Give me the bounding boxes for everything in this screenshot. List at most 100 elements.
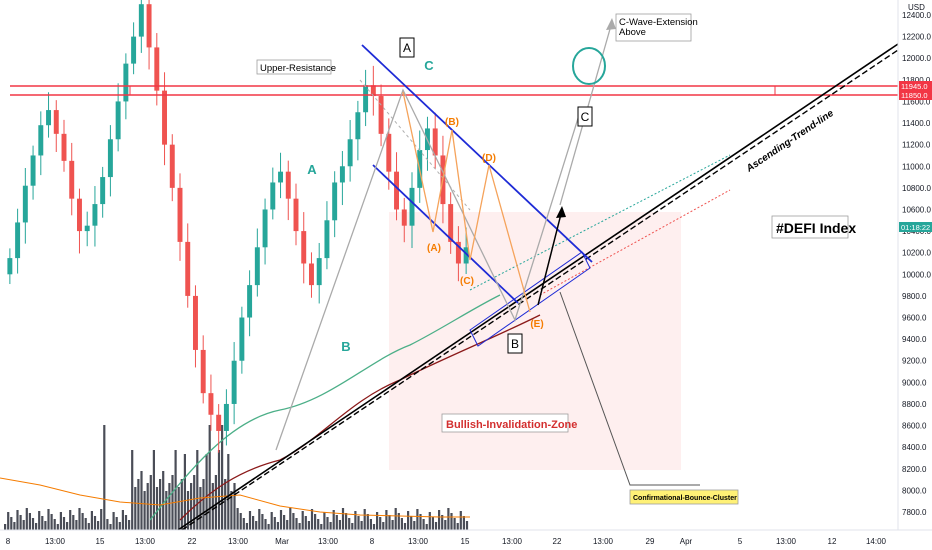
volume-bar <box>413 521 416 530</box>
volume-bar <box>44 521 47 530</box>
price-tick-label: 11600.0 <box>902 97 931 106</box>
volume-bar <box>53 519 56 530</box>
volume-bar <box>363 509 366 530</box>
price-tick-label: 9400.0 <box>902 335 927 344</box>
volume-bar <box>230 491 233 530</box>
time-tick-label: 13:00 <box>408 537 429 546</box>
candle-body <box>432 128 438 156</box>
volume-bar <box>214 475 217 530</box>
candle-body <box>308 263 314 286</box>
candle-body <box>316 258 322 286</box>
volume-bar <box>314 514 317 530</box>
volume-bar <box>41 516 44 530</box>
volume-bar <box>137 479 140 530</box>
wave-C-sub: (C) <box>460 276 474 287</box>
candle-body <box>208 393 214 415</box>
volume-bar <box>264 519 267 530</box>
volume-bar <box>97 521 100 530</box>
time-tick-label: 5 <box>738 537 743 546</box>
candle-body <box>455 241 461 264</box>
bullish-invalidation-box <box>441 413 569 433</box>
volume-bar <box>289 508 292 530</box>
volume-bar <box>93 516 97 530</box>
volume-bar <box>75 520 78 530</box>
volume-bar <box>106 519 109 530</box>
volume-bar <box>295 518 298 530</box>
candle-body <box>76 198 82 232</box>
volume-bar <box>78 508 81 530</box>
candle-body <box>278 171 284 183</box>
volume-bar <box>87 523 90 530</box>
volume-bar <box>165 491 168 530</box>
volume-bar <box>462 516 465 530</box>
volume-bar <box>456 523 459 530</box>
candle-body <box>30 155 36 186</box>
time-tick-label: 15 <box>96 537 105 546</box>
time-tick-label: Mar <box>275 537 289 546</box>
volume-bar <box>13 522 16 530</box>
volume-bar <box>438 510 441 530</box>
candle-body <box>123 63 129 102</box>
volume-bar <box>400 518 403 530</box>
volume-bar <box>19 515 22 530</box>
candlestick-series <box>7 0 469 453</box>
candle-body <box>177 187 183 242</box>
volume-bar <box>357 516 360 530</box>
volume-bar <box>217 450 221 530</box>
volume-bar <box>66 522 69 530</box>
wave-A-boxed: A <box>403 41 411 55</box>
wave-C-boxed-box <box>577 106 593 127</box>
volume-bar <box>155 487 159 530</box>
volume-bar <box>81 513 84 530</box>
candle-body <box>285 171 291 199</box>
volume-bar <box>403 523 407 530</box>
wave-B-boxed: B <box>511 337 519 351</box>
volume-bar <box>25 508 28 530</box>
volume-bar <box>177 487 180 530</box>
volume-bar <box>118 522 121 530</box>
volume-bar <box>227 454 230 530</box>
time-tick-label: 13:00 <box>502 537 523 546</box>
volume-bar <box>10 517 13 530</box>
volume-bar <box>301 511 304 530</box>
candle-body <box>53 110 59 134</box>
wave-projection-gray <box>275 88 581 451</box>
price-tag-bottom-resistance <box>899 90 932 100</box>
volume-bar <box>56 524 59 530</box>
volume-bar <box>292 513 295 530</box>
candle-body <box>38 125 44 156</box>
volume-bar <box>267 524 270 530</box>
c-wave-extension-label: C-Wave-Extension Above <box>619 17 698 38</box>
volume-bar <box>382 522 385 530</box>
volume-bar <box>431 517 434 530</box>
price-tick-label: 8000.0 <box>902 486 927 495</box>
volume-bar <box>59 512 62 530</box>
price-tick-label: 7800.0 <box>902 508 927 517</box>
volume-bar <box>115 517 118 530</box>
volume-bar <box>329 522 332 530</box>
candle-body <box>46 110 52 126</box>
candle-body <box>115 101 121 140</box>
candle-body <box>84 225 90 232</box>
price-tick-label: 12200.0 <box>902 33 931 42</box>
volume-bar <box>450 513 453 530</box>
candle-body <box>324 220 330 259</box>
time-tick-label: 14:00 <box>866 537 887 546</box>
subwave-orange-path <box>402 91 531 313</box>
volume-bar <box>90 511 93 530</box>
time-tick-label: 12 <box>828 537 837 546</box>
candle-body <box>69 160 75 199</box>
candle-body <box>270 182 276 210</box>
candle-body <box>239 317 245 361</box>
volume-bar <box>298 523 301 530</box>
volume-bar <box>310 509 314 530</box>
volume-bar <box>149 475 152 530</box>
volume-bar <box>391 520 394 530</box>
volume-bar <box>103 425 106 530</box>
time-tick-label: 13:00 <box>228 537 249 546</box>
volume-bar <box>180 479 183 530</box>
wave-A-boxed-box <box>399 37 415 58</box>
price-tick-label: 8200.0 <box>902 465 927 474</box>
price-tick-label: 8400.0 <box>902 443 927 452</box>
candle-body <box>138 4 144 37</box>
